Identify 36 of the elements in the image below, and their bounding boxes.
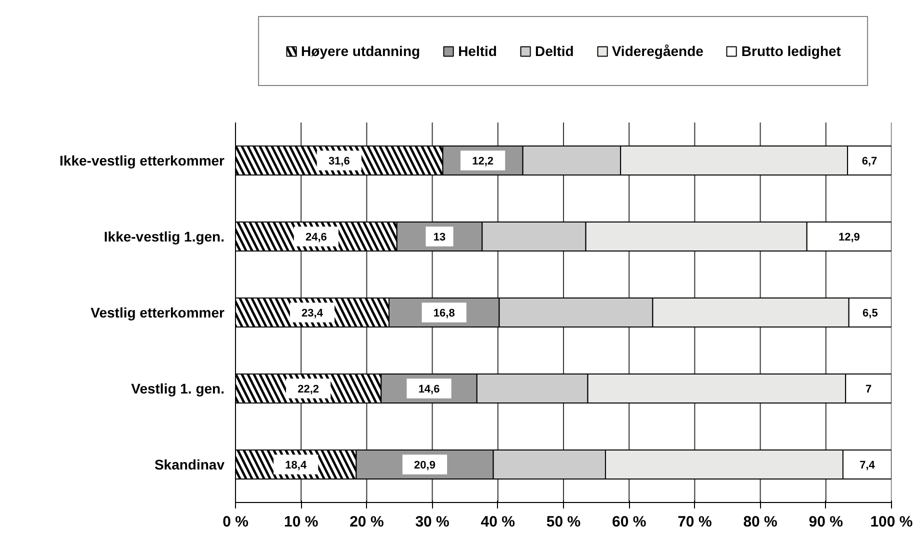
x-tick-label: 30 % (415, 514, 450, 530)
y-tick-label: Skandinav (154, 456, 225, 472)
legend-label: Brutto ledighet (741, 43, 841, 59)
x-tick-label: 40 % (480, 514, 516, 530)
y-tick-label: Ikke-vestlig etterkommer (60, 152, 226, 168)
data-label: 16,8 (433, 308, 455, 320)
x-tick-label: 80 % (743, 514, 778, 530)
data-label: 12,2 (472, 156, 494, 168)
data-label: 12,9 (838, 232, 860, 244)
x-tick-label: 90 % (808, 514, 844, 530)
data-label: 31,6 (328, 156, 350, 168)
data-label: 7,4 (860, 460, 876, 472)
data-label: 22,2 (298, 384, 320, 396)
data-label: 13 (433, 232, 446, 244)
data-label: 7 (865, 384, 872, 396)
y-tick-label: Ikke-vestlig 1.gen. (104, 228, 225, 244)
x-tick-label: 50 % (546, 514, 581, 530)
data-label: 24,6 (305, 232, 327, 244)
y-tick-label: Vestlig 1. gen. (131, 380, 225, 396)
data-label: 14,6 (418, 384, 440, 396)
x-tick-label: 20 % (350, 514, 384, 530)
data-label: 18,4 (285, 460, 308, 472)
data-label: 23,4 (302, 308, 324, 320)
legend-label: Høyere utdanning (301, 43, 420, 59)
legend-label: Heltid (458, 43, 497, 59)
x-tick-label: 60 % (612, 514, 646, 530)
y-tick-label: Vestlig etterkommer (90, 304, 226, 320)
x-tick-label: 0 % (222, 514, 248, 530)
legend-label: Deltid (534, 43, 574, 59)
data-label: 6,5 (862, 308, 878, 320)
data-label: 6,7 (862, 156, 878, 168)
x-tick-label: 70 % (678, 514, 712, 530)
legend-label: Videregående (612, 43, 704, 59)
x-tick-label: 100 % (870, 514, 913, 530)
data-label: 20,9 (414, 460, 436, 472)
x-tick-label: 10 % (284, 514, 318, 530)
